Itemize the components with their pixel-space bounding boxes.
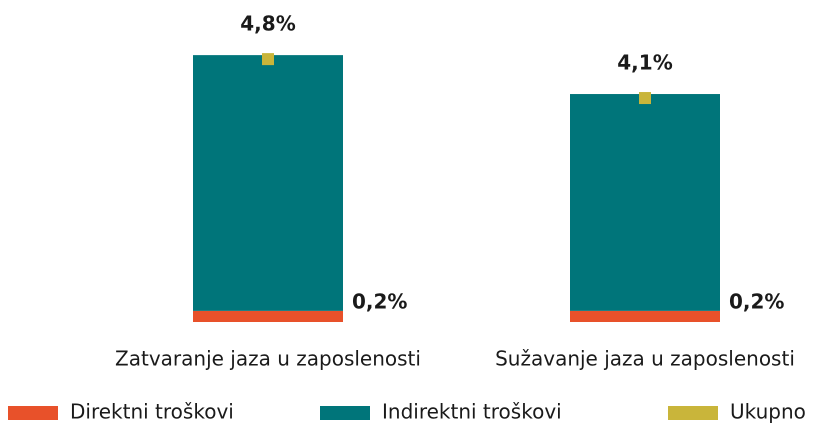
legend-label: Ukupno [730, 400, 806, 424]
bar-segment [193, 310, 343, 322]
total-marker [262, 53, 274, 66]
x-tick-label: Sužavanje jaza u zaposlenosti [495, 347, 795, 371]
bar-segment [193, 55, 343, 311]
value-label: 0,2% [352, 289, 407, 313]
legend-label: Indirektni troškovi [382, 400, 562, 424]
value-label: 4,8% [240, 12, 295, 36]
x-tick-label: Zatvaranje jaza u zaposlenosti [115, 347, 421, 371]
legend-swatch [668, 406, 718, 420]
legend-label: Direktni troškovi [70, 400, 234, 424]
legend-swatch [8, 406, 58, 420]
legend-swatch [320, 406, 370, 420]
bar-segment [570, 94, 720, 311]
bar-segment [570, 310, 720, 322]
total-marker [639, 92, 651, 105]
value-label: 0,2% [729, 289, 784, 313]
value-label: 4,1% [617, 51, 672, 75]
